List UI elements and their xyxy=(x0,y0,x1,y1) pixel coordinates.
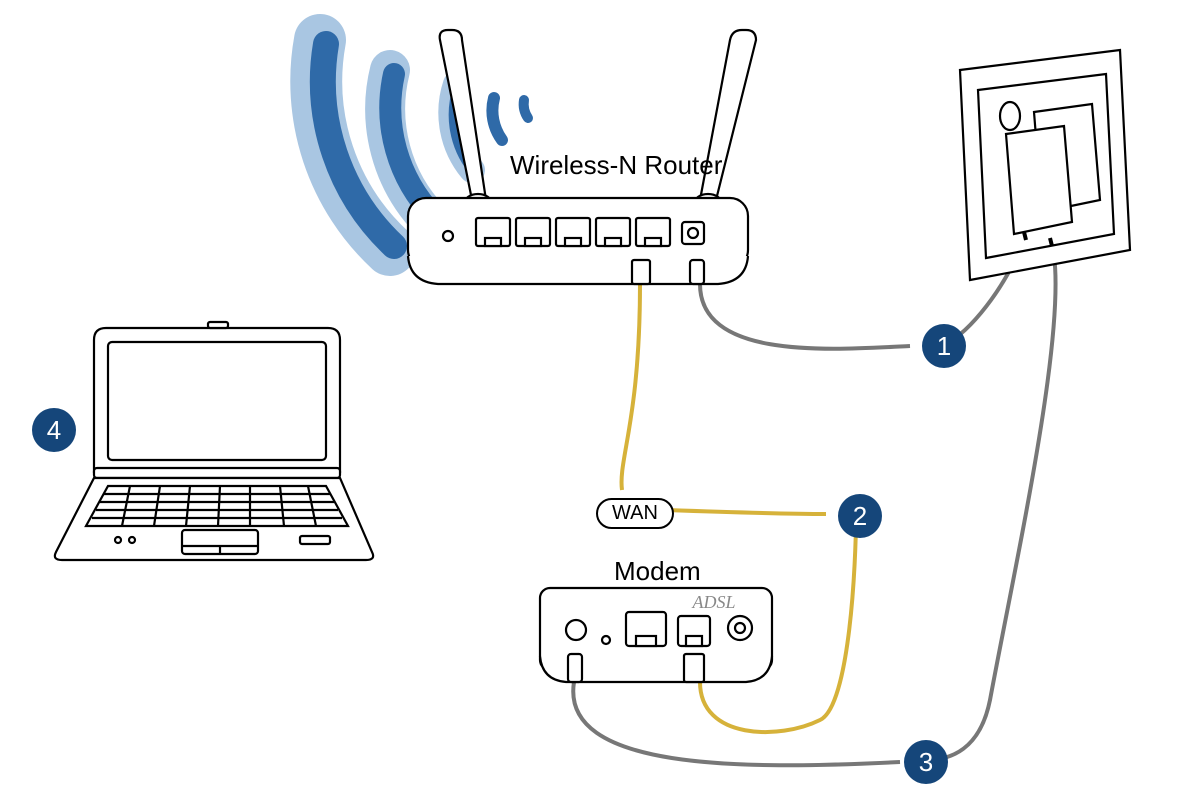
modem-label: Modem xyxy=(614,556,701,587)
router-icon xyxy=(0,0,1200,800)
wall-outlet-icon xyxy=(0,0,1200,800)
step-badge-3: 3 xyxy=(904,740,948,784)
wifi-signal-icon xyxy=(0,0,1200,800)
cables-layer xyxy=(0,0,1200,800)
wan-label-pill: WAN xyxy=(596,498,674,529)
wan-cable-bottom xyxy=(700,516,856,732)
step-badge-4: 4 xyxy=(32,408,76,452)
laptop-icon xyxy=(0,0,1200,800)
router-label: Wireless-N Router xyxy=(510,150,722,181)
power-cable-router xyxy=(700,284,910,349)
step-badge-1: 1 xyxy=(922,324,966,368)
wan-cable-top xyxy=(622,284,640,490)
power-cable-modem xyxy=(573,682,900,765)
modem-brand-text: ADSL xyxy=(691,592,735,612)
step-badge-2: 2 xyxy=(838,494,882,538)
modem-icon: ADSL xyxy=(0,0,1200,800)
